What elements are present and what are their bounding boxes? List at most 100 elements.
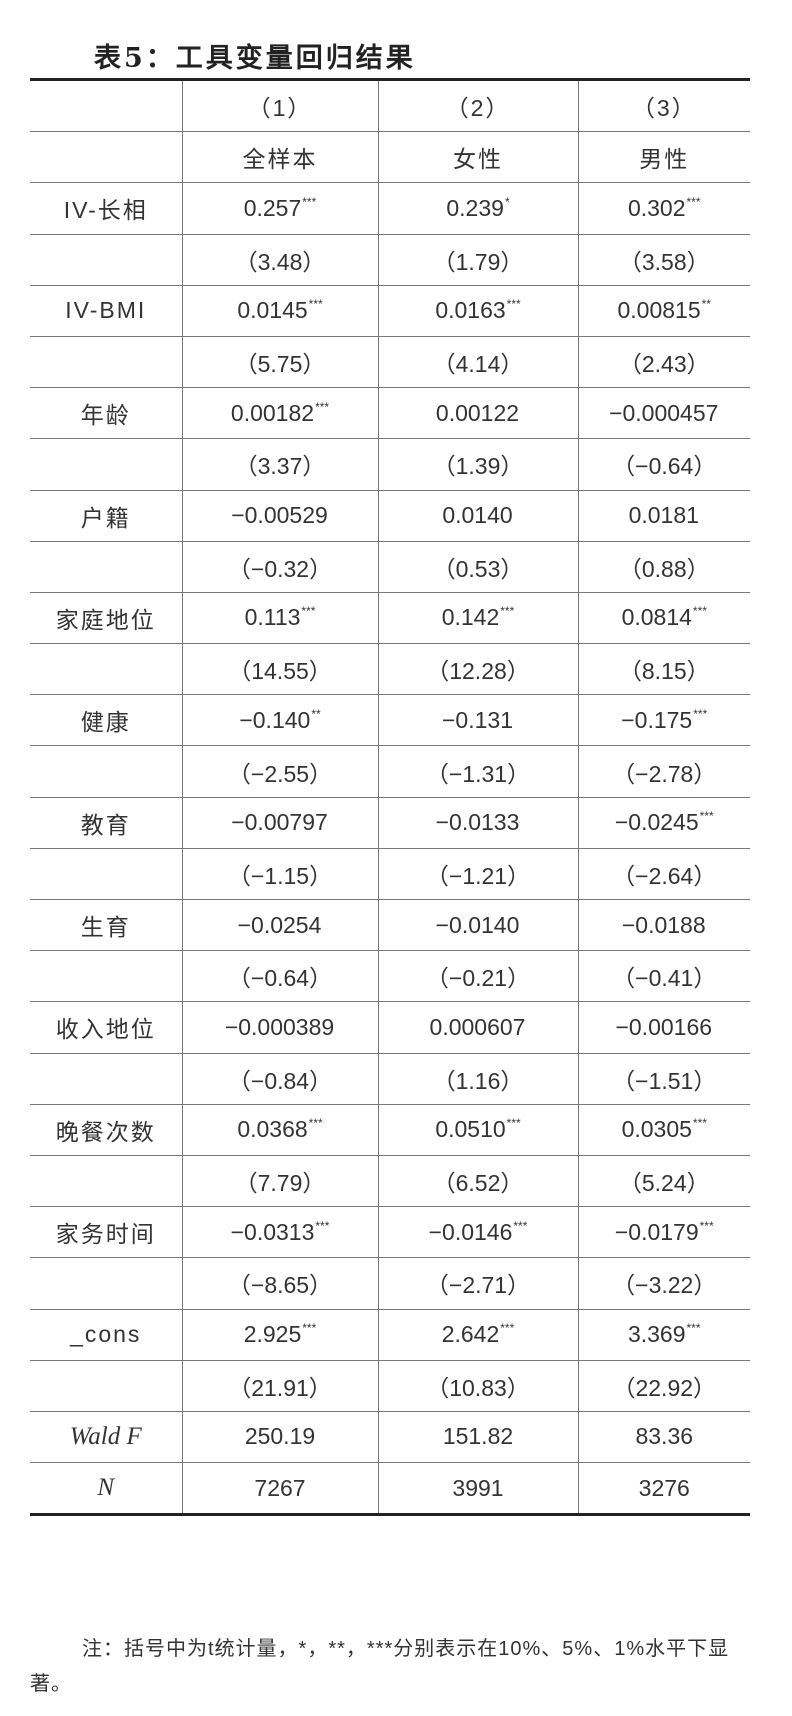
- coefficient-cell: −0.0140: [377, 898, 578, 951]
- sample-header-male: 男性: [577, 131, 750, 183]
- significance-stars: ***: [686, 1321, 701, 1336]
- stat-value: 250.19: [181, 1410, 378, 1463]
- t-stat-cell: （−8.65）: [181, 1257, 378, 1309]
- significance-stars: ***: [506, 297, 521, 312]
- significance-stars: **: [701, 297, 711, 312]
- coefficient-value: 0.0305: [621, 1116, 692, 1143]
- empty-label-cell: [30, 1052, 182, 1105]
- t-stat-cell: （−2.64）: [577, 847, 750, 900]
- coefficient-value: −0.00797: [231, 809, 328, 836]
- coefficient-cell: −0.0188: [577, 898, 750, 951]
- coefficient-cell: −0.0313***: [181, 1206, 378, 1258]
- coefficient-value: −0.0188: [621, 911, 706, 938]
- variable-label: 年龄: [30, 387, 182, 439]
- stat-value: 3991: [377, 1462, 578, 1515]
- t-stat-cell: （−1.31）: [377, 745, 578, 798]
- regression-table: （1） （2） （3） 全样本 女性 男性 IV-长相 0.257*** 0.239…: [30, 78, 750, 1517]
- coefficient-row: 家庭地位 0.113*** 0.142*** 0.0814***: [30, 591, 750, 644]
- t-stat-cell: （22.92）: [577, 1359, 750, 1412]
- t-stat-cell: （−2.55）: [181, 745, 378, 798]
- significance-stars: *: [504, 194, 510, 209]
- t-stat-row: （3.48） （1.79） （3.58）: [30, 233, 750, 286]
- coefficient-value: −0.00166: [615, 1013, 713, 1040]
- coefficient-value: −0.000389: [224, 1013, 335, 1040]
- variable-label: 教育: [30, 796, 182, 849]
- empty-label-cell: [30, 438, 182, 490]
- coefficient-cell: 0.0145***: [181, 284, 378, 337]
- stat-value: 3276: [577, 1462, 750, 1515]
- significance-stars: ***: [500, 604, 515, 619]
- coefficient-cell: −0.175***: [577, 694, 750, 746]
- coefficient-value: 0.302: [627, 194, 686, 221]
- coefficient-cell: 2.642***: [377, 1308, 578, 1361]
- empty-label-cell: [30, 643, 182, 695]
- table-note: 注：括号中为t统计量，*，**，***分别表示在10%、5%、1%水平下显著。: [30, 1638, 730, 1695]
- coefficient-cell: 0.0163***: [377, 284, 578, 337]
- t-stat-row: （3.37） （1.39） （−0.64）: [30, 438, 750, 490]
- coefficient-value: −0.0133: [435, 809, 520, 836]
- column-header-3: （3）: [577, 79, 750, 132]
- t-stat-cell: （14.55）: [181, 643, 378, 695]
- stat-value: 7267: [181, 1462, 378, 1515]
- stat-row: N 7267 3991 3276: [30, 1462, 750, 1515]
- significance-stars: ***: [693, 706, 708, 721]
- variable-label: 家庭地位: [30, 591, 182, 644]
- coefficient-cell: 0.142***: [377, 591, 578, 644]
- coefficient-cell: 0.257***: [181, 182, 378, 235]
- coefficient-cell: 3.369***: [577, 1308, 750, 1361]
- t-stat-cell: （−0.84）: [181, 1052, 378, 1105]
- stat-row: Wald F 250.19 151.82 83.36: [30, 1410, 750, 1463]
- variable-label: IV-长相: [30, 182, 182, 235]
- coefficient-cell: 0.00815**: [577, 284, 750, 337]
- stat-value: 151.82: [377, 1410, 578, 1463]
- significance-stars: ***: [301, 604, 316, 619]
- sample-header-full: 全样本: [181, 131, 378, 183]
- header-empty-cell: [30, 80, 182, 132]
- empty-label-cell: [30, 950, 182, 1002]
- variable-label: 生育: [30, 898, 182, 951]
- coefficient-value: 0.0814: [621, 604, 692, 631]
- t-stat-cell: （4.14）: [377, 335, 578, 388]
- t-stat-row: （7.79） （6.52） （5.24）: [30, 1154, 750, 1207]
- coefficient-cell: −0.0133: [377, 796, 578, 849]
- t-stat-cell: （−0.64）: [577, 438, 750, 490]
- coefficient-row: IV-长相 0.257*** 0.239* 0.302***: [30, 182, 750, 235]
- coefficient-row: IV-BMI 0.0145*** 0.0163*** 0.00815**: [30, 284, 750, 337]
- t-stat-row: （−2.55） （−1.31） （−2.78）: [30, 745, 750, 798]
- coefficient-row: 年龄 0.00182*** 0.00122 −0.000457: [30, 387, 750, 439]
- t-stat-cell: （−3.22）: [577, 1257, 750, 1309]
- significance-stars: ***: [308, 1116, 323, 1131]
- coefficient-cell: −0.000457: [577, 387, 750, 439]
- coefficient-value: 0.000607: [429, 1013, 526, 1040]
- t-stat-cell: （−0.41）: [577, 950, 750, 1002]
- empty-label-cell: [30, 335, 182, 388]
- t-stat-row: （−8.65） （−2.71） （−3.22）: [30, 1257, 750, 1309]
- coefficient-value: 2.642: [441, 1321, 500, 1348]
- t-stat-row: （−0.32） （0.53） （0.88）: [30, 540, 750, 593]
- t-stat-cell: （0.53）: [377, 540, 578, 593]
- t-stat-cell: （5.75）: [181, 335, 378, 388]
- coefficient-value: 3.369: [627, 1321, 686, 1348]
- t-stat-cell: （−0.64）: [181, 950, 378, 1002]
- significance-stars: ***: [699, 809, 714, 824]
- coefficient-cell: −0.000389: [181, 1001, 378, 1054]
- t-stat-cell: （3.48）: [181, 233, 378, 286]
- variable-label: 户籍: [30, 489, 182, 542]
- coefficient-value: 0.0181: [628, 502, 699, 529]
- coefficient-value: −0.0146: [428, 1218, 513, 1245]
- coefficient-value: −0.175: [621, 706, 693, 733]
- coefficient-value: −0.0254: [237, 911, 322, 938]
- t-stat-cell: （12.28）: [377, 643, 578, 695]
- t-stat-cell: （1.16）: [377, 1052, 578, 1105]
- coefficient-cell: −0.0254: [181, 898, 378, 951]
- coefficient-value: 0.0368: [237, 1116, 308, 1143]
- coefficient-value: −0.131: [442, 706, 513, 733]
- coefficient-value: 0.00122: [435, 399, 520, 426]
- empty-label-cell: [30, 1154, 182, 1207]
- empty-label-cell: [30, 233, 182, 286]
- coefficient-value: −0.0245: [614, 809, 699, 836]
- t-stat-cell: （−2.78）: [577, 745, 750, 798]
- coefficient-value: 0.257: [243, 194, 302, 221]
- coefficient-value: 0.00182: [230, 399, 315, 426]
- table-title: 表5：工具变量回归结果: [94, 43, 416, 74]
